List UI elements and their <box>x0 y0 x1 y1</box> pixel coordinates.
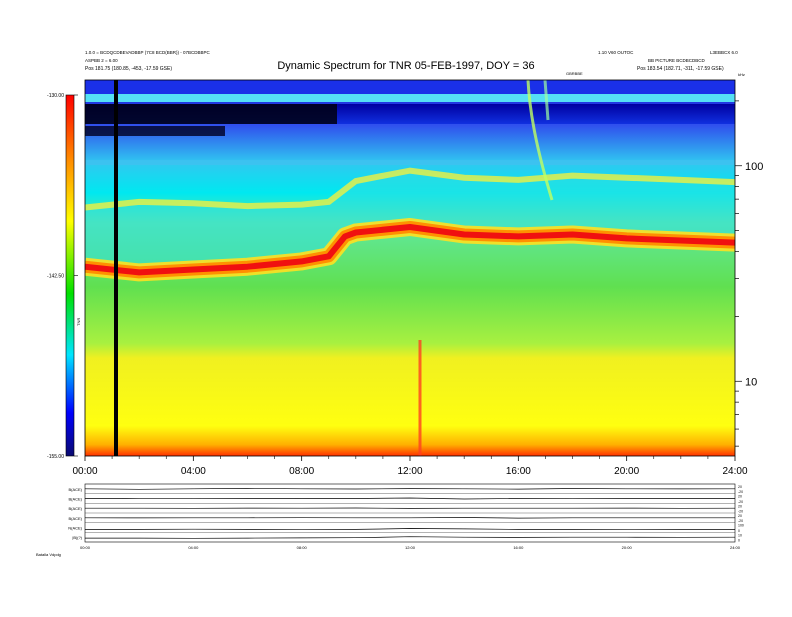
colorbar <box>66 95 74 456</box>
panel-right-label: 0 <box>738 529 740 533</box>
panel-right-label: 20 <box>738 495 742 499</box>
data-gap-marker-line <box>114 80 118 456</box>
panel-right-label: -20 <box>738 519 743 523</box>
panel-label: |B|(?) <box>72 535 82 540</box>
colorbar-tick-label: -155.00 <box>47 454 64 460</box>
panel-x-tick-label: 08:00 <box>297 545 308 550</box>
footer-label: Batalla Vdpdg <box>36 552 61 557</box>
panel-label: B(ACE) <box>68 496 82 501</box>
colorbar-unit-label: TNR <box>76 318 81 326</box>
panel-right-label: 10 <box>738 533 742 537</box>
header-right-line1: 1.10 V60 OUTOC <box>598 50 634 55</box>
header-left-line2: ASPBB 2 = 6.00 <box>85 58 118 63</box>
panel-right-label: 20 <box>738 514 742 518</box>
y-tick-label: 100 <box>745 161 763 173</box>
x-tick-label: 24:00 <box>722 466 747 477</box>
black-block-upper <box>85 104 337 124</box>
y-tick-label: 10 <box>745 376 757 388</box>
panel-right-label: -20 <box>738 490 743 494</box>
header-left-line3: Pos 181.75 (180.85, -453, -17.59 GSE) <box>85 66 172 72</box>
x-tick-label: 04:00 <box>181 466 206 477</box>
event-label: GBRBBE <box>566 71 583 76</box>
panel-trace <box>85 529 735 530</box>
colorbar-tick-label: -142.50 <box>47 274 64 280</box>
black-block-lower <box>85 126 225 136</box>
panel-right-label: -20 <box>738 500 743 504</box>
parameter-panels: B(ACE)20-20B(ACE)20-20B(ACE)20-20B(ACE)2… <box>68 484 744 550</box>
x-axis-ticks: 00:00 04:00 08:00 12:00 16:00 20:00 24:00 <box>72 456 747 477</box>
x-tick-label: 20:00 <box>614 466 639 477</box>
chart-title: Dynamic Spectrum for TNR 05-FEB-1997, DO… <box>277 60 534 72</box>
panel-x-tick-label: 00:00 <box>80 545 91 550</box>
y-axis-ticks: 10 100 <box>735 101 763 446</box>
panel-x-tick-label: 04:00 <box>188 545 199 550</box>
cyan-stripe-lower <box>85 160 735 165</box>
x-tick-label: 12:00 <box>397 466 422 477</box>
panel-x-tick-label: 12:00 <box>405 545 416 550</box>
panel-label: B(ACE) <box>68 516 82 521</box>
spectrogram <box>85 80 735 456</box>
panel-right-label: 20 <box>738 485 742 489</box>
panel-x-tick-label: 20:00 <box>622 545 633 550</box>
panel-trace <box>85 537 735 539</box>
panel-right-label: 0 <box>738 539 740 543</box>
cyan-stripe-upper <box>85 94 735 102</box>
x-tick-label: 16:00 <box>506 466 531 477</box>
panel-label: B(ACE) <box>68 506 82 511</box>
panel-right-label: -20 <box>738 510 743 514</box>
panel-x-tick-label: 16:00 <box>513 545 524 550</box>
x-tick-label: 00:00 <box>72 466 97 477</box>
header-right-line3: Pos 183.54 (182.71, -311, -17.59 GSE) <box>637 66 724 72</box>
panel-label: B(ACE) <box>68 487 82 492</box>
khz-label: kHz <box>738 72 745 77</box>
header-right-line2: BB PICTURE BCDBCDBCD <box>648 58 706 63</box>
panel-right-label: 20 <box>738 504 742 508</box>
header-left-line1: 1.0.0 = BCDQCDBEVADBBP (7C8 BCD(BBR)) - … <box>85 50 210 55</box>
panel-x-tick-label: 24:00 <box>730 545 741 550</box>
panel-trace <box>85 488 735 489</box>
panel-trace <box>85 518 735 519</box>
colorbar-tick-label: -130.00 <box>47 93 64 99</box>
header-right-corner: L3EBBCX 6.0 <box>710 50 738 55</box>
panel-label: N(ACE) <box>68 525 82 530</box>
x-tick-label: 08:00 <box>289 466 314 477</box>
panel-trace <box>85 498 735 499</box>
panel-right-label: 100 <box>738 524 744 528</box>
